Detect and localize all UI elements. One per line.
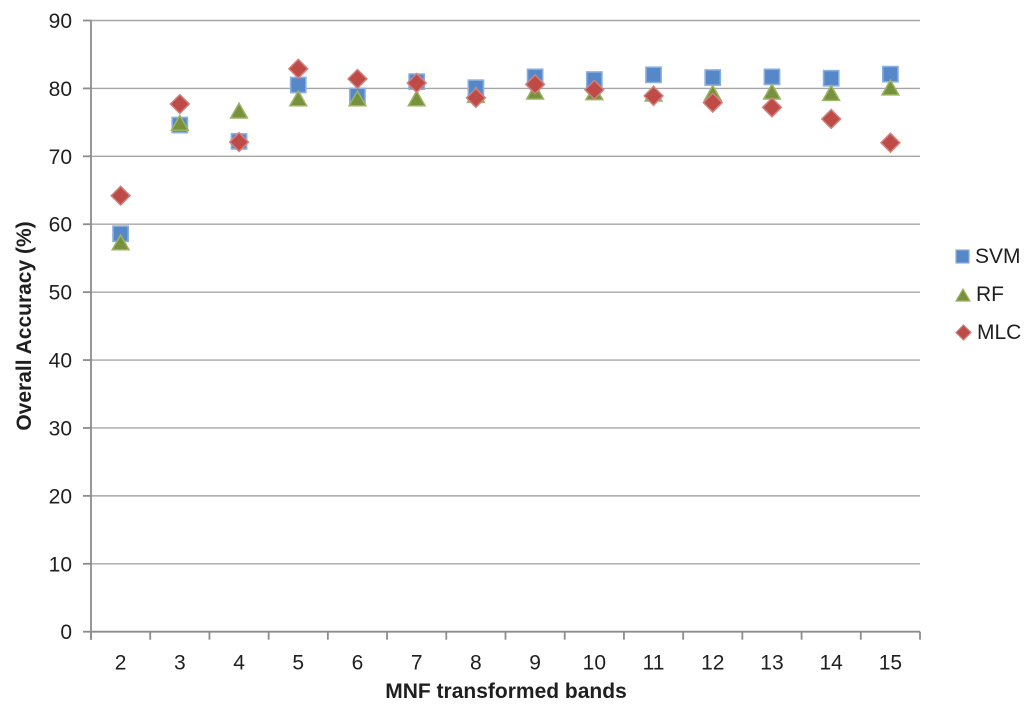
- y-tick-label: 30: [49, 417, 72, 440]
- marker-diamond-mlc: [287, 58, 309, 80]
- y-tick-label: 90: [49, 10, 72, 33]
- y-tick-label: 70: [49, 146, 72, 169]
- x-tick-label: 15: [879, 652, 902, 675]
- marker-diamond-mlc: [879, 132, 901, 154]
- marker-square-svm: [763, 68, 781, 86]
- x-tick-label: 14: [819, 652, 843, 675]
- marker-square-svm: [704, 69, 722, 86]
- legend-label-mlc: MLC: [977, 321, 1022, 344]
- marker-diamond-mlc: [347, 68, 368, 90]
- marker-triangle-rf: [406, 89, 427, 107]
- x-tick-label: 10: [583, 652, 606, 675]
- marker-triangle-rf: [110, 233, 131, 251]
- legend-item-rf: RF: [955, 284, 1021, 305]
- x-tick-label: 8: [470, 652, 482, 675]
- legend-label-rf: RF: [976, 283, 1004, 306]
- legend-item-mlc: MLC: [955, 322, 1021, 343]
- marker-triangle-rf: [821, 84, 841, 102]
- x-axis-title: MNF transformed bands: [385, 680, 627, 703]
- y-tick-label: 80: [49, 78, 72, 101]
- marker-diamond-mlc: [583, 79, 605, 101]
- y-tick-label: 60: [49, 214, 72, 237]
- marker-diamond-mlc: [820, 108, 842, 130]
- legend-item-svm: SVM: [955, 246, 1021, 267]
- x-tick-label: 11: [643, 652, 665, 675]
- marker-diamond-mlc: [228, 131, 250, 153]
- mlc-diamond-icon: [955, 324, 972, 341]
- y-tick-label: 20: [49, 485, 72, 508]
- marker-triangle-rf: [762, 82, 782, 100]
- x-tick-label: 6: [352, 652, 364, 675]
- rf-triangle-icon: [955, 287, 971, 302]
- x-tick-label: 13: [760, 652, 783, 675]
- marker-diamond-mlc: [643, 85, 664, 107]
- y-tick-label: 10: [49, 553, 72, 576]
- y-tick-label: 0: [60, 621, 72, 644]
- marker-diamond-mlc: [761, 96, 783, 118]
- marker-triangle-rf: [347, 89, 368, 107]
- marker-triangle-rf: [288, 89, 308, 107]
- marker-diamond-mlc: [169, 93, 191, 115]
- x-tick-label: 2: [115, 652, 127, 675]
- x-tick-label: 12: [701, 652, 724, 675]
- marker-square-svm: [645, 66, 662, 84]
- y-tick-label: 40: [49, 350, 72, 373]
- marker-triangle-rf: [170, 113, 190, 131]
- marker-diamond-mlc: [406, 72, 428, 94]
- y-axis-title: Overall Accuracy (%): [13, 221, 36, 431]
- x-tick-label: 9: [529, 652, 541, 675]
- y-tick-label: 50: [49, 282, 72, 305]
- marker-triangle-rf: [880, 78, 901, 96]
- x-tick-label: 3: [174, 652, 186, 675]
- marker-square-svm: [822, 69, 840, 87]
- marker-triangle-rf: [229, 101, 249, 119]
- x-tick-label: 5: [292, 652, 304, 675]
- legend-label-svm: SVM: [975, 245, 1021, 268]
- marker-diamond-mlc: [524, 73, 546, 95]
- svm-square-icon: [955, 249, 970, 264]
- marker-diamond-mlc: [465, 87, 487, 109]
- legend: SVM RF MLC: [955, 246, 1021, 343]
- marker-diamond-mlc: [110, 185, 132, 207]
- x-tick-label: 7: [411, 652, 423, 675]
- x-tick-label: 4: [233, 652, 245, 675]
- marker-diamond-mlc: [702, 92, 724, 114]
